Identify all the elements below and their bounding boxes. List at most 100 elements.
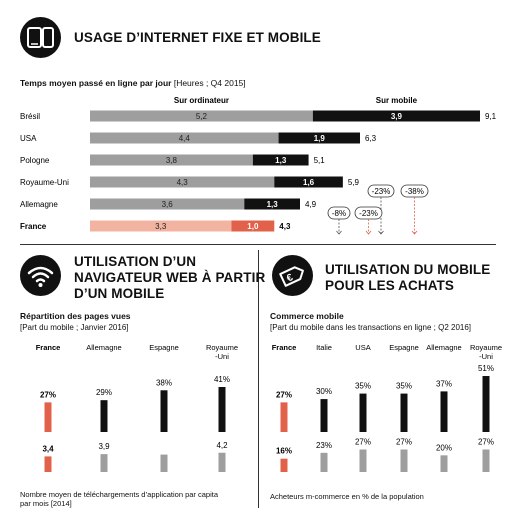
chart3-bar-top: [440, 391, 448, 432]
chart2-value-top: 29%: [96, 388, 112, 397]
chart2-bar-top: [44, 402, 52, 432]
chart1-bar-mobile: [274, 176, 343, 188]
chart2-bar-bottom: [44, 456, 52, 472]
chart1-annotation-arrow: [411, 230, 418, 235]
chart1-total-label: 6,3: [365, 134, 377, 143]
section2-title-line-1: UTILISATION D’UN: [74, 254, 197, 269]
chart3-category-label: Italie: [316, 343, 332, 352]
chart3-value-top: 30%: [316, 387, 332, 396]
chart1-total-label: 5,9: [348, 178, 360, 187]
section2-title-line-2: NAVIGATEUR WEB À PARTIR: [74, 270, 266, 285]
chart1-subtitle-light: [Heures ; Q4 2015]: [171, 78, 246, 88]
chart3-footnote: Acheteurs m-commerce en % de la populati…: [270, 492, 424, 501]
chart2-value-bottom: 3,4: [42, 444, 54, 453]
chart3-bar-bottom: [359, 449, 367, 472]
chart3-category-label: France: [272, 343, 297, 352]
chart3-title: Commerce mobile: [270, 311, 344, 321]
chart3-category-label: Allemagne: [426, 343, 461, 352]
chart1-value-mobile: 3,9: [391, 112, 403, 121]
chart1-category-label: Allemagne: [20, 200, 58, 209]
chart1-value-desktop: 5,2: [196, 112, 208, 121]
chart1-value-desktop: 3,3: [155, 222, 167, 231]
chart3-value-bottom: 20%: [436, 443, 452, 452]
chart3-value-top: 37%: [436, 379, 452, 388]
chart2-bar-top: [218, 387, 226, 432]
chart1-bar-mobile: [312, 110, 480, 122]
chart3-bars: France 27% 16% Italie 30% 23% USA 35% 27% Espagne…: [272, 343, 502, 472]
chart1-header-desktop: Sur ordinateur: [174, 96, 229, 105]
chart2-bar-top: [100, 400, 108, 432]
chart1-value-desktop: 4,3: [177, 178, 189, 187]
section3-title: UTILISATION DU MOBILE POUR LES ACHATS: [325, 262, 490, 294]
chart1-subtitle-bold: Temps moyen passé en ligne par jour: [20, 78, 172, 88]
chart3-bar-top: [400, 393, 408, 432]
chart1-total-label: 4,9: [305, 200, 317, 209]
chart3-subtitle: [Part du mobile dans les transactions en…: [270, 323, 472, 332]
chart3-bar-bottom: [400, 449, 408, 472]
chart2-footnote-line-1: Nombre moyen de téléchargements d’applic…: [20, 490, 219, 499]
chart1-annotation-arrow: [378, 230, 384, 235]
chart2-category-label: Espagne: [149, 343, 179, 352]
chart1-bar-desktop: [90, 154, 253, 166]
chart3-category-label: USA: [355, 343, 370, 352]
chart1-annotation-label: -8%: [332, 209, 346, 218]
chart3-category-label: Espagne: [389, 343, 419, 352]
chart2-category-label: Royaume: [206, 343, 238, 352]
chart1-bar-mobile: [244, 198, 300, 210]
chart1-bar-desktop: [90, 110, 313, 122]
chart3-value-bottom: 27%: [478, 438, 494, 447]
chart3-bar-bottom: [440, 455, 448, 472]
chart3-bar-top: [280, 402, 288, 432]
chart1-annotation-label: -38%: [405, 187, 424, 196]
chart1-category-label: France: [20, 222, 47, 231]
chart3-value-bottom: 27%: [396, 438, 412, 447]
chart3-bar-top: [482, 376, 490, 432]
chart1-value-desktop: 4,4: [179, 134, 191, 143]
chart2-bar-bottom: [218, 452, 226, 472]
chart1-category-label: Royaume-Uni: [20, 178, 69, 187]
chart2-category-label: France: [36, 343, 61, 352]
chart1-bar-mobile: [252, 154, 309, 166]
chart3-value-top: 27%: [276, 390, 292, 399]
chart1-category-label: Brésil: [20, 112, 40, 121]
chart1-bar-desktop: [90, 198, 245, 210]
section2-title-line-3: D’UN MOBILE: [74, 286, 165, 301]
section2-title: UTILISATION D’UN NAVIGATEUR WEB À PARTIR…: [74, 254, 265, 302]
chart1-annotation-arrow: [365, 230, 372, 235]
wifi-icon: [20, 255, 61, 296]
chart2-subtitle: [Part du mobile ; Janvier 2016]: [20, 323, 129, 332]
svg-text:€: €: [285, 272, 295, 285]
chart3-value-bottom: 27%: [355, 438, 371, 447]
chart2-title: Répartition des pages vues: [20, 311, 131, 321]
chart2-bars: France 27% 3,4 Allemagne 29% 3,9 Espagne 38% Roy…: [36, 343, 238, 472]
section1-title: USAGE D’INTERNET FIXE ET MOBILE: [74, 30, 321, 45]
chart1-annotation-label: -23%: [359, 209, 378, 218]
horizontal-divider: [20, 244, 496, 245]
chart2-bar-bottom: [100, 454, 108, 472]
chart3-value-bottom: 23%: [316, 441, 332, 450]
chart1-value-mobile: 1,6: [303, 178, 315, 187]
chart3-category-label: -Uni: [479, 352, 493, 361]
chart1-value-mobile: 1,3: [275, 156, 287, 165]
chart1-bar-mobile: [231, 220, 275, 232]
chart1-stacked-bars: Sur ordinateur Sur mobile Brésil 5,2 3,9 9,1 U…: [20, 96, 497, 235]
chart2-bar-bottom: [160, 454, 168, 472]
section3-title-line-1: UTILISATION DU MOBILE: [325, 262, 491, 277]
chart2-category-label: Allemagne: [86, 343, 121, 352]
chart3-bar-top: [359, 393, 367, 432]
chart1-total-label: 9,1: [485, 112, 497, 121]
chart1-total-label: 5,1: [314, 156, 326, 165]
chart3-bar-bottom: [320, 452, 328, 472]
chart3-bar-bottom: [482, 449, 490, 472]
chart1-subtitle: Temps moyen passé en ligne par jour [Heu…: [20, 78, 246, 88]
chart1-value-mobile: 1,9: [314, 134, 326, 143]
chart2-footnote-line-2: par mois [2014]: [20, 499, 72, 508]
devices-icon: [20, 17, 61, 58]
chart2-category-label: -Uni: [215, 352, 229, 361]
chart3-value-top: 51%: [478, 364, 494, 373]
chart2-value-bottom: 4,2: [216, 441, 228, 450]
chart3-bar-bottom: [280, 458, 288, 472]
section3-title-line-2: POUR LES ACHATS: [325, 278, 455, 293]
chart3-category-label: Royaume: [470, 343, 502, 352]
chart1-value-mobile: 1,3: [267, 200, 279, 209]
